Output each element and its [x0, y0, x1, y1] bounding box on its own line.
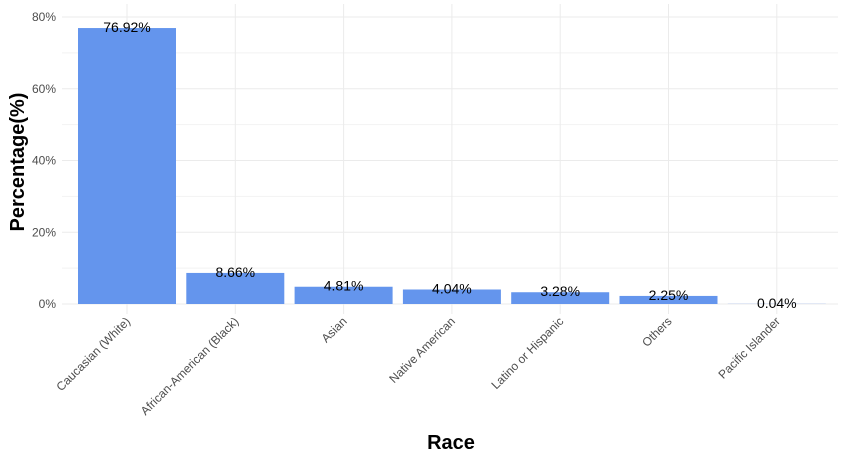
x-tick-label: Pacific Islander [715, 314, 782, 381]
data-label: 8.66% [215, 264, 255, 280]
x-tick-label: Asian [319, 314, 350, 345]
y-tick-label: 60% [32, 82, 56, 96]
y-axis-ticks: 0% 20% 40% 60% 80% [32, 10, 56, 311]
bar [402, 289, 501, 304]
data-label: 0.04% [757, 295, 797, 311]
y-tick-label: 0% [39, 297, 57, 311]
bars [78, 28, 826, 304]
grid [62, 4, 838, 314]
x-tick-label: African-American (Black) [138, 314, 242, 418]
data-label: 4.04% [432, 281, 472, 297]
data-labels: 76.92% 8.66% 4.81% 4.04% 3.28% 2.25% 0.04% [103, 19, 796, 311]
data-label: 4.81% [324, 278, 364, 294]
data-label: 76.92% [103, 19, 150, 35]
x-tick-label: Latino or Hispanic [488, 314, 566, 392]
y-tick-label: 80% [32, 10, 56, 24]
data-label: 3.28% [540, 283, 580, 299]
y-tick-label: 20% [32, 225, 56, 239]
x-tick-label: Others [639, 314, 674, 349]
x-tick-label: Native American [386, 314, 458, 386]
x-axis-ticks: Caucasian (White) African-American (Black… [53, 314, 782, 418]
bar [294, 286, 393, 304]
y-axis-title: Percentage(%) [7, 93, 29, 232]
x-tick-label: Caucasian (White) [53, 314, 133, 394]
y-tick-label: 40% [32, 154, 56, 168]
data-label: 2.25% [649, 287, 689, 303]
bar [511, 292, 610, 304]
bar [78, 28, 176, 304]
x-axis-title: Race [427, 432, 475, 454]
bar [619, 295, 718, 304]
bar [186, 272, 285, 304]
